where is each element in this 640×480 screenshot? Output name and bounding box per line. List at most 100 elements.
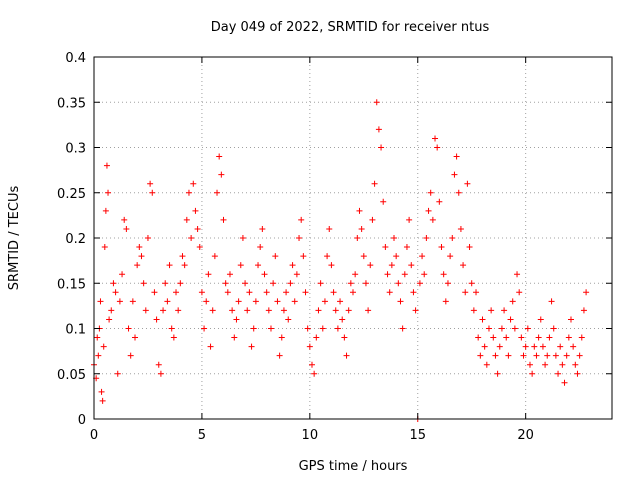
y-tick-label: 0.15	[57, 277, 86, 292]
data-point	[356, 207, 363, 214]
grid-lines	[94, 57, 612, 419]
data-point	[168, 325, 175, 332]
data-point	[567, 316, 574, 323]
data-point	[436, 198, 443, 205]
data-point	[505, 352, 512, 359]
data-point	[432, 135, 439, 142]
data-point	[425, 207, 432, 214]
data-point	[289, 262, 296, 269]
data-point	[330, 289, 337, 296]
data-point	[485, 325, 492, 332]
data-point	[298, 216, 305, 223]
data-point	[287, 280, 294, 287]
data-point	[378, 144, 385, 151]
data-point	[460, 262, 467, 269]
data-point	[155, 361, 162, 368]
data-point	[352, 271, 359, 278]
data-point	[100, 343, 107, 350]
data-point	[442, 298, 449, 305]
data-point	[539, 343, 546, 350]
data-point	[259, 225, 266, 232]
y-tick-label: 0.3	[65, 142, 86, 157]
x-tick-label: 15	[409, 428, 426, 443]
x-tick-label: 20	[517, 428, 534, 443]
data-point	[574, 370, 581, 377]
data-point	[203, 298, 210, 305]
data-point	[337, 298, 344, 305]
data-point	[382, 244, 389, 251]
data-point	[220, 216, 227, 223]
data-point	[542, 361, 549, 368]
data-point	[112, 289, 119, 296]
data-point	[548, 298, 555, 305]
x-tick-label: 5	[198, 428, 206, 443]
data-point	[483, 361, 490, 368]
data-point	[488, 307, 495, 314]
data-point	[339, 316, 346, 323]
data-point	[317, 280, 324, 287]
data-point	[311, 370, 318, 377]
data-point	[447, 253, 454, 260]
data-point	[419, 253, 426, 260]
data-point	[578, 334, 585, 341]
data-point	[375, 126, 382, 133]
data-point	[386, 289, 393, 296]
data-point	[380, 198, 387, 205]
axis-ticks	[93, 56, 612, 420]
data-point	[99, 397, 106, 404]
data-point	[526, 361, 533, 368]
data-point	[408, 262, 415, 269]
data-point	[412, 307, 419, 314]
data-point	[496, 343, 503, 350]
data-point	[119, 271, 126, 278]
data-point	[434, 144, 441, 151]
data-point	[235, 298, 242, 305]
data-point	[503, 334, 510, 341]
data-point	[555, 370, 562, 377]
data-points	[91, 99, 590, 422]
chart-title: Day 049 of 2022, SRMTID for receiver ntu…	[211, 20, 490, 35]
data-point	[516, 289, 523, 296]
data-point	[222, 280, 229, 287]
data-point	[218, 171, 225, 178]
data-point	[391, 235, 398, 241]
data-point	[125, 325, 132, 332]
data-point	[440, 271, 447, 278]
data-point	[306, 343, 313, 350]
data-point	[321, 298, 328, 305]
data-point	[345, 307, 352, 314]
data-point	[239, 235, 246, 241]
y-tick-label: 0.4	[65, 51, 86, 66]
data-point	[138, 253, 145, 260]
data-point	[479, 316, 486, 323]
data-point	[179, 253, 186, 260]
data-point	[192, 207, 199, 214]
data-point	[313, 334, 320, 341]
data-point	[226, 271, 233, 278]
data-point	[533, 352, 540, 359]
data-point	[267, 325, 274, 332]
data-point	[270, 280, 277, 287]
data-point	[151, 289, 158, 296]
data-point	[473, 289, 480, 296]
data-point	[421, 271, 428, 278]
data-point	[272, 253, 279, 260]
data-point	[98, 388, 105, 395]
data-point	[263, 289, 270, 296]
data-point	[250, 325, 257, 332]
data-point	[580, 307, 587, 314]
data-point	[231, 334, 238, 341]
data-point	[132, 334, 139, 341]
data-point	[416, 280, 423, 287]
data-point	[283, 289, 290, 296]
data-point	[127, 352, 134, 359]
data-point	[296, 235, 303, 241]
data-point	[373, 99, 380, 106]
data-point	[248, 343, 255, 350]
data-point	[403, 244, 410, 251]
data-point	[561, 379, 568, 386]
data-point	[410, 289, 417, 296]
data-point	[190, 180, 197, 187]
data-point	[537, 316, 544, 323]
